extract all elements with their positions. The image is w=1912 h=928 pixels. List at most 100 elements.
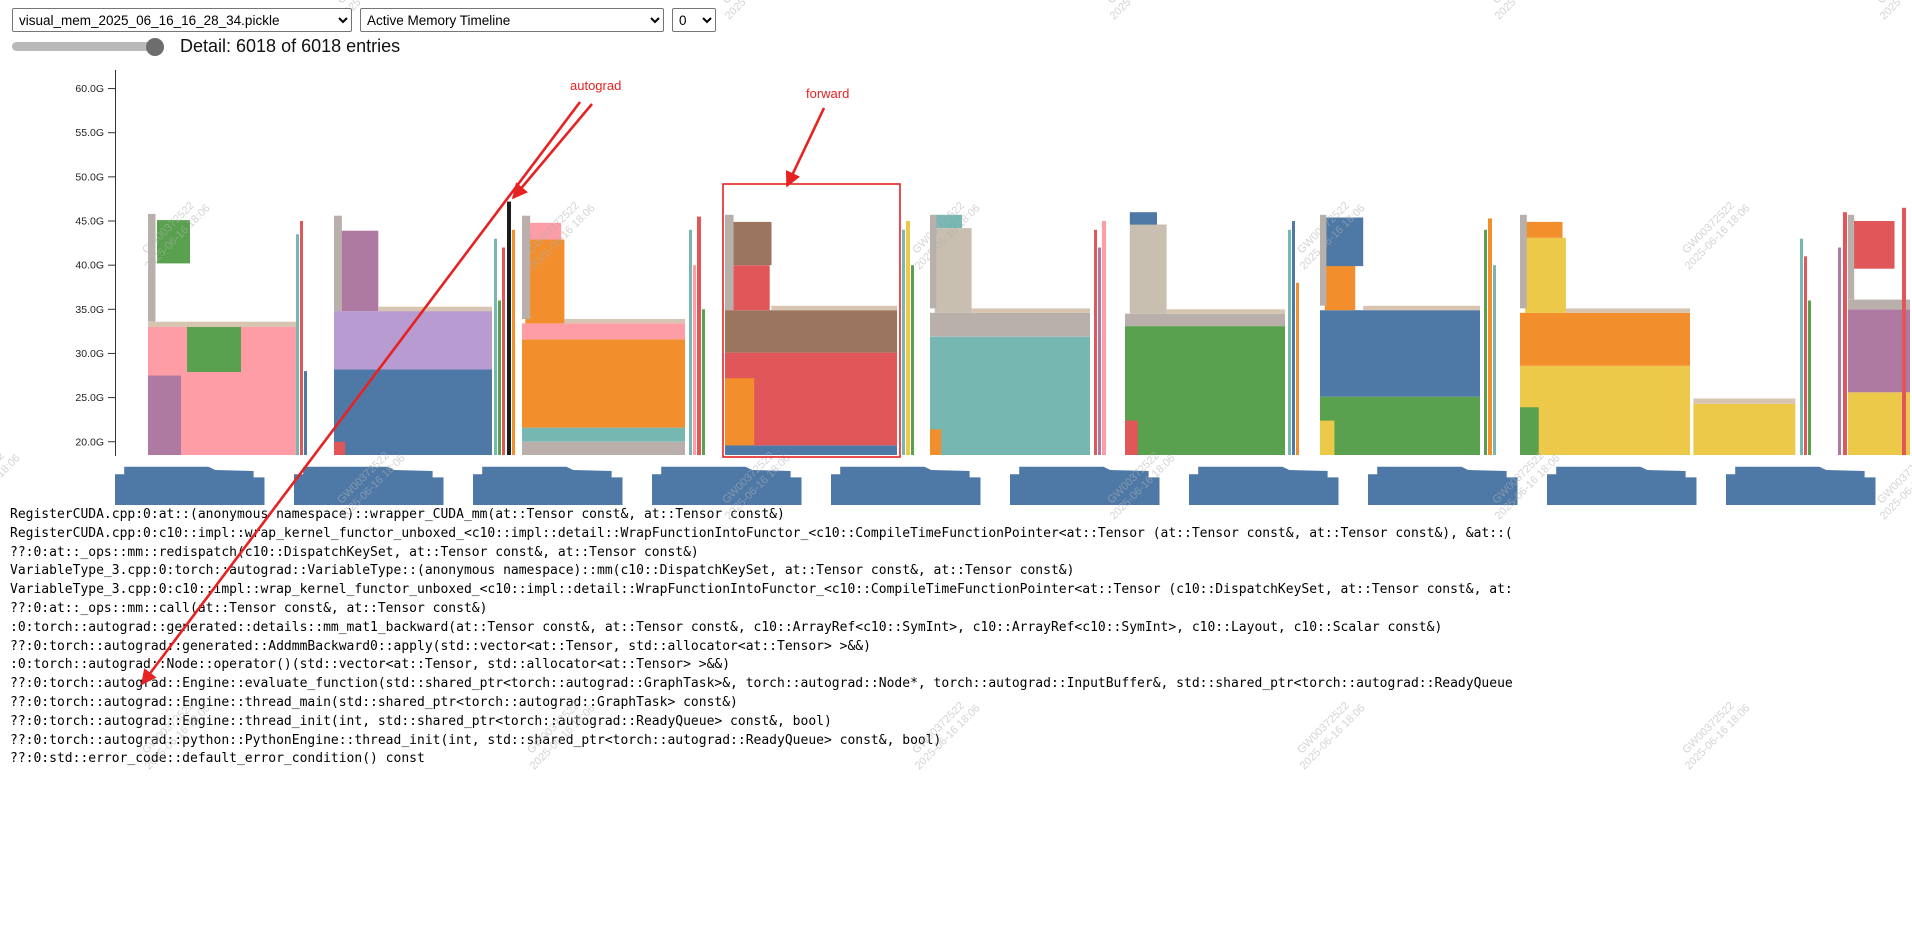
minimap-block[interactable] — [1368, 466, 1518, 505]
snapshot-file-select[interactable]: visual_mem_2025_06_16_16_28_34.pickle — [12, 8, 352, 32]
memory-block[interactable] — [725, 310, 897, 353]
memory-block[interactable] — [148, 213, 156, 322]
memory-spike[interactable] — [300, 221, 303, 455]
memory-block[interactable] — [525, 222, 562, 240]
memory-spike[interactable] — [304, 371, 307, 455]
memory-block[interactable] — [334, 369, 492, 455]
memory-timeline-chart[interactable]: 60.0G 55.0G 50.0G 45.0G 40.0G 35.0G 30.0G 25.0G… — [0, 60, 1912, 460]
memory-spike[interactable] — [1102, 221, 1106, 455]
memory-spike[interactable] — [512, 229, 515, 455]
memory-block[interactable] — [971, 308, 1090, 313]
memory-spike[interactable] — [1838, 247, 1841, 456]
minimap-block[interactable] — [294, 466, 444, 505]
memory-block[interactable] — [930, 336, 1090, 455]
memory-block[interactable] — [1520, 312, 1690, 366]
memory-block[interactable] — [1693, 403, 1796, 455]
view-mode-select[interactable]: Active Memory Timeline — [360, 8, 664, 32]
memory-spike[interactable] — [498, 300, 501, 456]
minimap-block[interactable] — [1189, 466, 1339, 505]
memory-block[interactable] — [1363, 305, 1480, 311]
memory-spike[interactable] — [693, 265, 696, 455]
memory-block[interactable] — [725, 214, 734, 311]
memory-block[interactable] — [525, 239, 565, 324]
memory-block[interactable] — [1520, 365, 1690, 455]
minimap-block[interactable] — [1547, 466, 1697, 505]
memory-block[interactable] — [522, 427, 685, 442]
memory-block[interactable] — [334, 311, 492, 370]
memory-block[interactable] — [148, 321, 298, 327]
memory-spike[interactable] — [507, 201, 511, 455]
minimap-block[interactable] — [1010, 466, 1160, 505]
memory-block[interactable] — [1324, 266, 1356, 311]
minimap-block[interactable] — [652, 466, 802, 505]
memory-spike[interactable] — [1098, 247, 1101, 456]
memory-spike[interactable] — [902, 229, 905, 455]
memory-spike[interactable] — [1804, 256, 1807, 455]
memory-block[interactable] — [1848, 392, 1910, 455]
memory-block[interactable] — [1320, 214, 1327, 306]
memory-block[interactable] — [1693, 398, 1796, 404]
memory-block[interactable] — [934, 228, 972, 313]
memory-spike[interactable] — [1292, 221, 1295, 455]
memory-block[interactable] — [1125, 313, 1285, 327]
memory-block[interactable] — [1565, 308, 1690, 313]
memory-block[interactable] — [148, 375, 181, 456]
memory-block[interactable] — [771, 305, 897, 311]
memory-block[interactable] — [522, 323, 685, 340]
memory-block[interactable] — [1848, 214, 1855, 300]
memory-spike[interactable] — [1488, 218, 1492, 455]
memory-block[interactable] — [1320, 396, 1480, 455]
memory-block[interactable] — [334, 215, 342, 312]
memory-block[interactable] — [1166, 309, 1285, 314]
memory-block[interactable] — [1848, 299, 1910, 310]
memory-block[interactable] — [1129, 212, 1157, 225]
memory-spike[interactable] — [702, 309, 705, 455]
detail-slider[interactable] — [12, 36, 164, 57]
memory-block[interactable] — [187, 327, 241, 372]
memory-block[interactable] — [157, 220, 190, 264]
memory-spike[interactable] — [689, 229, 692, 455]
memory-spike[interactable] — [1808, 300, 1811, 456]
memory-block[interactable] — [930, 214, 937, 309]
memory-block[interactable] — [930, 429, 942, 455]
device-select[interactable]: 0 — [672, 8, 716, 32]
memory-block[interactable] — [1129, 224, 1167, 314]
memory-block[interactable] — [1320, 310, 1480, 397]
memory-block[interactable] — [1520, 214, 1527, 309]
timeline-minimap[interactable] — [0, 459, 1912, 507]
memory-block[interactable] — [334, 441, 346, 455]
memory-spike[interactable] — [1288, 229, 1291, 455]
memory-spike[interactable] — [1094, 229, 1097, 455]
memory-block[interactable] — [522, 339, 685, 428]
memory-spike[interactable] — [906, 221, 910, 455]
minimap-block[interactable] — [115, 466, 265, 505]
minimap-block[interactable] — [831, 466, 981, 505]
memory-spike[interactable] — [502, 247, 505, 456]
memory-block[interactable] — [725, 445, 897, 455]
memory-block[interactable] — [564, 319, 685, 324]
memory-block[interactable] — [934, 214, 962, 228]
memory-spike[interactable] — [1843, 212, 1847, 455]
memory-block[interactable] — [1125, 420, 1138, 455]
memory-block[interactable] — [1851, 221, 1895, 269]
memory-spike[interactable] — [494, 238, 497, 455]
memory-block[interactable] — [1324, 217, 1364, 267]
memory-block[interactable] — [378, 306, 492, 312]
memory-block[interactable] — [1320, 420, 1335, 455]
memory-spike[interactable] — [296, 234, 299, 456]
memory-spike[interactable] — [911, 265, 914, 455]
memory-block[interactable] — [1525, 237, 1566, 313]
memory-block[interactable] — [725, 378, 755, 446]
memory-block[interactable] — [522, 441, 685, 455]
memory-block[interactable] — [522, 215, 531, 319]
memory-block[interactable] — [930, 312, 1090, 337]
minimap-block[interactable] — [1726, 466, 1876, 505]
memory-spike[interactable] — [1902, 207, 1906, 455]
memory-block[interactable] — [1125, 326, 1285, 455]
memory-block[interactable] — [337, 230, 379, 312]
memory-block[interactable] — [1520, 407, 1539, 455]
memory-block[interactable] — [1525, 221, 1563, 238]
memory-block[interactable] — [1848, 309, 1910, 393]
memory-spike[interactable] — [697, 216, 701, 455]
memory-block[interactable] — [730, 221, 772, 266]
